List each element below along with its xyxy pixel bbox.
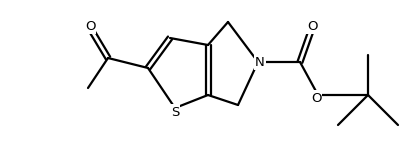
Text: S: S (171, 105, 179, 118)
Text: O: O (311, 91, 321, 105)
Text: O: O (307, 20, 317, 32)
Text: N: N (255, 55, 265, 69)
Text: O: O (85, 20, 95, 32)
